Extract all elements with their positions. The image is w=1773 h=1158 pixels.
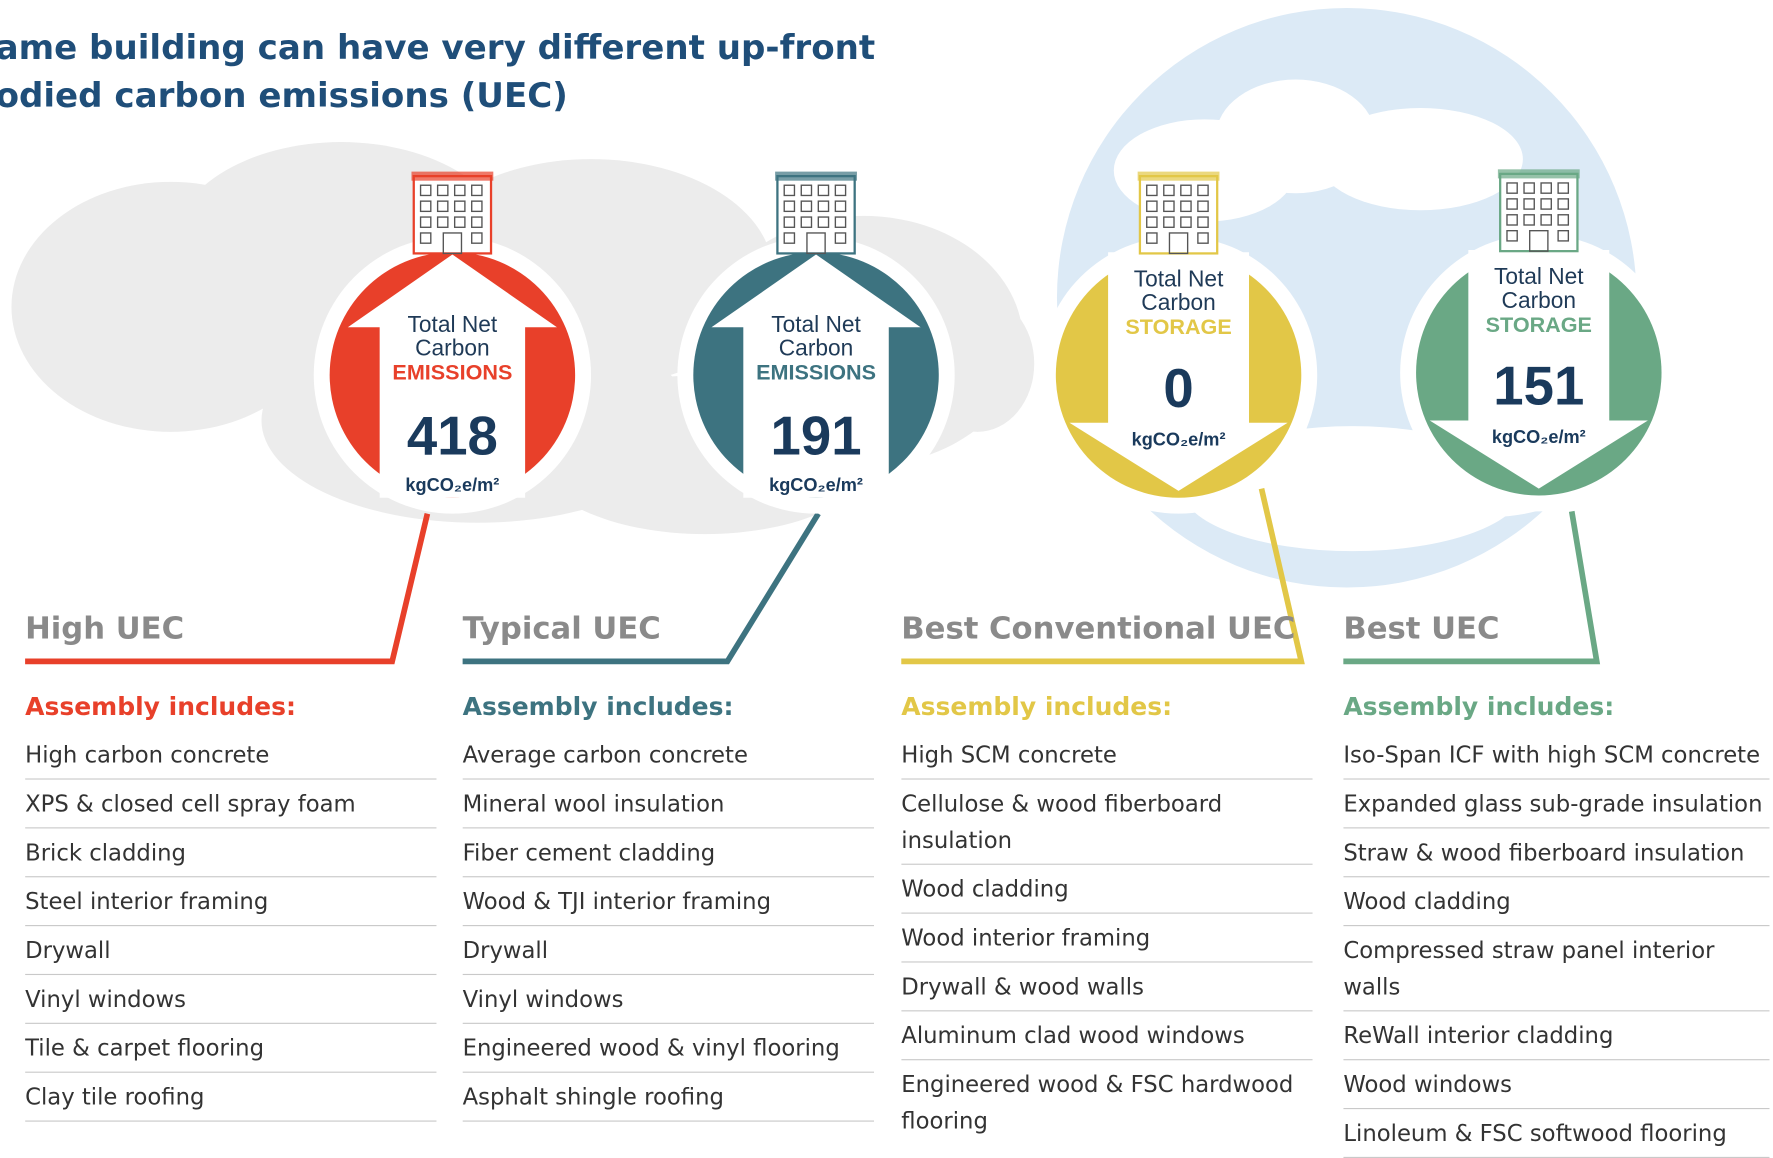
- building-roof: [775, 172, 857, 181]
- badge-label: Carbon: [1502, 287, 1577, 313]
- item: Straw & wood fiberboard insulation: [1343, 828, 1769, 877]
- building-roof: [1498, 169, 1580, 178]
- item: ReWall interior cladding: [1343, 1011, 1769, 1060]
- item-list-box: High carbon concreteXPS & closed cell sp…: [25, 731, 436, 1122]
- item-list-box: Average carbon concreteMineral wool insu…: [463, 731, 874, 1122]
- title-line: odied carbon emissions (UEC): [0, 76, 568, 116]
- badge-label: Total Net: [1494, 263, 1584, 289]
- item: Compressed straw panel interior walls: [1343, 926, 1769, 1011]
- infographic: ame building can have very different up-…: [0, 0, 1773, 1158]
- item: Engineered wood & vinyl flooring: [463, 1024, 874, 1073]
- title-line: ame building can have very different up-…: [0, 28, 875, 68]
- item: Wood & TJI interior framing: [463, 877, 874, 926]
- item: Clay tile roofing: [25, 1073, 436, 1122]
- page: {"title": {"lines": ["ame building can h…: [0, 0, 1773, 1158]
- item: Wood interior framing: [901, 914, 1312, 963]
- badge-kind: EMISSIONS: [392, 360, 512, 385]
- badge-label: Total Net: [1134, 265, 1224, 291]
- badge-value: 191: [771, 406, 862, 467]
- badge-kind: STORAGE: [1486, 312, 1592, 337]
- badge-label: Total Net: [408, 311, 498, 337]
- building-roof: [1138, 172, 1220, 181]
- column-heading: Typical UEC: [463, 612, 661, 647]
- item: High carbon concrete: [25, 731, 436, 780]
- item: Vinyl windows: [25, 975, 436, 1024]
- badge-value: 418: [407, 406, 498, 467]
- item: Steel interior framing: [25, 877, 436, 926]
- building: [414, 176, 491, 253]
- building: [1500, 174, 1577, 251]
- item: Cellulose & wood fiberboard insulation: [901, 780, 1312, 865]
- item: High SCM concrete: [901, 731, 1312, 780]
- item: Drywall: [25, 926, 436, 975]
- item: Wood windows: [1343, 1060, 1769, 1109]
- badge-label: Carbon: [415, 335, 490, 361]
- item: Fiber cement cladding: [463, 828, 874, 877]
- item: XPS & closed cell spray foam: [25, 780, 436, 829]
- column-heading: Best UEC: [1343, 612, 1499, 647]
- building: [1140, 176, 1217, 253]
- badge-unit: kgCO₂e/m²: [769, 475, 863, 495]
- item: Engineered wood & FSC hardwood flooring: [901, 1060, 1312, 1144]
- item-list: Average carbon concreteMineral wool insu…: [463, 731, 874, 1158]
- list-title: Assembly includes:: [25, 692, 296, 721]
- item: Drywall: [463, 926, 874, 975]
- list-title: Assembly includes:: [1343, 692, 1614, 721]
- item: Mineral wool insulation: [463, 780, 874, 829]
- badge-label: Total Net: [771, 311, 861, 337]
- list-title: Assembly includes:: [901, 692, 1172, 721]
- badge-kind: EMISSIONS: [756, 360, 876, 385]
- badge-label: Carbon: [779, 335, 854, 361]
- item: Expanded glass sub-grade insulation: [1343, 780, 1769, 829]
- item: Wood cladding: [1343, 877, 1769, 926]
- item: Drywall & wood walls: [901, 963, 1312, 1012]
- item-list: Iso-Span ICF with high SCM concreteExpan…: [1343, 731, 1769, 1158]
- column-heading: High UEC: [25, 612, 184, 647]
- badge-label: Carbon: [1141, 289, 1216, 315]
- building: [777, 176, 854, 253]
- item: Linoleum & FSC softwood flooring: [1343, 1109, 1769, 1158]
- item: Wood cladding: [901, 865, 1312, 914]
- column-heading: Best Conventional UEC: [901, 612, 1295, 647]
- item: Tile & carpet flooring: [25, 1024, 436, 1073]
- item: Asphalt shingle roofing: [463, 1073, 874, 1122]
- badge-unit: kgCO₂e/m²: [1492, 427, 1586, 447]
- list-title: Assembly includes:: [463, 692, 734, 721]
- badge-kind: STORAGE: [1125, 314, 1231, 339]
- building-roof: [411, 172, 493, 181]
- item: Aluminum clad wood windows: [901, 1011, 1312, 1060]
- item: Iso-Span ICF with high SCM concrete: [1343, 731, 1769, 780]
- item: Average carbon concrete: [463, 731, 874, 780]
- badge-unit: kgCO₂e/m²: [1132, 429, 1226, 449]
- badge-value: 0: [1163, 358, 1193, 419]
- badge-value: 151: [1493, 356, 1584, 417]
- item: Vinyl windows: [463, 975, 874, 1024]
- badge-unit: kgCO₂e/m²: [405, 475, 499, 495]
- item: Brick cladding: [25, 828, 436, 877]
